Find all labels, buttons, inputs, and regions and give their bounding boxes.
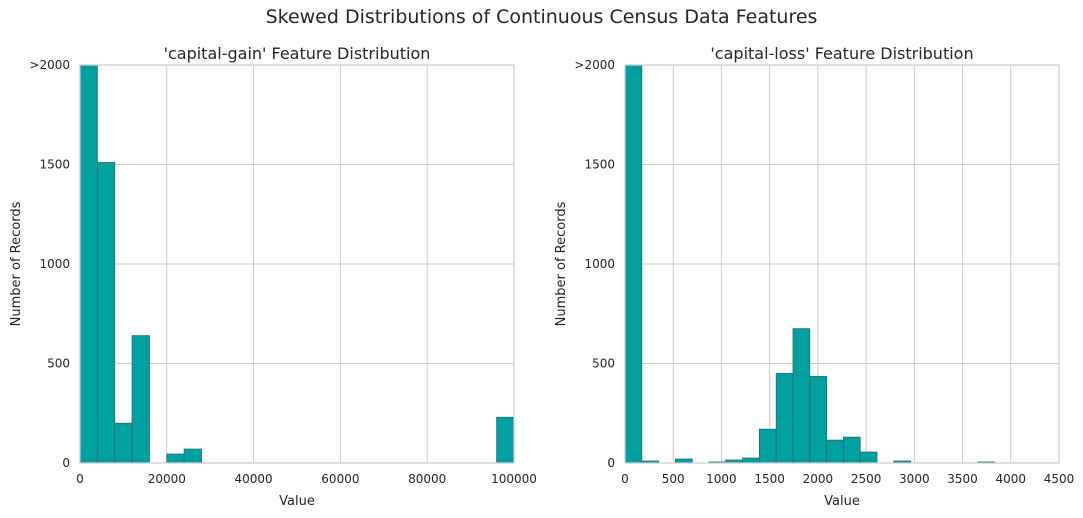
y-tick-label: 0 xyxy=(607,456,615,470)
chart-title: 'capital-loss' Feature Distribution xyxy=(710,44,973,63)
chart-capital-loss: 'capital-loss' Feature Distribution 0 500… xyxy=(554,44,1074,509)
histogram-bar xyxy=(859,451,878,464)
grid xyxy=(624,64,1060,464)
histogram-bar xyxy=(624,64,643,464)
histogram-bar xyxy=(496,416,515,464)
x-tick-label: 100000 xyxy=(491,472,537,486)
x-tick-label: 20000 xyxy=(148,472,186,486)
y-tick-label: 1000 xyxy=(39,257,70,271)
y-axis-label: Number of Records xyxy=(554,201,569,326)
x-tick-label: 4000 xyxy=(996,472,1027,486)
histogram-bar xyxy=(759,428,777,464)
x-axis-label: Value xyxy=(279,494,315,509)
x-tick-label: 1500 xyxy=(754,472,785,486)
histogram-bar xyxy=(79,64,98,464)
x-tick-label: 80000 xyxy=(408,472,446,486)
chart-capital-gain: 'capital-gain' Feature Distribution 0 500… xyxy=(9,44,537,509)
x-tick-label: 3500 xyxy=(947,472,978,486)
y-tick-label: 1000 xyxy=(584,257,615,271)
bars xyxy=(79,64,515,464)
x-tick-label: 1000 xyxy=(706,472,737,486)
x-tick-label: 0 xyxy=(76,472,84,486)
figure-title: Skewed Distributions of Continuous Censu… xyxy=(265,6,818,28)
histogram-bar xyxy=(826,439,844,464)
x-tick-label: 4500 xyxy=(1044,472,1075,486)
x-axis-label: Value xyxy=(824,494,860,509)
y-tick-label: 0 xyxy=(62,456,70,470)
x-ticks: 0 500 1000 1500 2000 2500 3000 3500 4000 4500 xyxy=(621,472,1074,486)
y-tick-label: 500 xyxy=(592,357,615,371)
plot-frame xyxy=(624,64,1060,464)
histogram-bar xyxy=(183,448,202,464)
histogram-bar xyxy=(792,328,811,464)
histogram-bar xyxy=(775,373,794,464)
histogram-bar xyxy=(809,376,828,464)
y-tick-label: 1500 xyxy=(39,158,70,172)
x-tick-label: 500 xyxy=(662,472,685,486)
histogram-bar xyxy=(742,457,760,464)
histogram-bar xyxy=(166,453,185,464)
y-ticks: 0 500 1000 1500 >2000 xyxy=(574,58,615,470)
histogram-bar xyxy=(843,436,861,464)
histogram-bar xyxy=(131,335,150,464)
y-axis-label: Number of Records xyxy=(9,201,24,326)
plot-frame xyxy=(79,64,515,464)
y-ticks: 0 500 1000 1500 >2000 xyxy=(29,58,70,470)
y-tick-label: >2000 xyxy=(29,58,70,72)
x-tick-label: 2500 xyxy=(851,472,882,486)
x-tick-label: 60000 xyxy=(321,472,359,486)
histogram-bar xyxy=(96,162,116,464)
x-tick-label: 0 xyxy=(621,472,629,486)
x-tick-label: 3000 xyxy=(899,472,930,486)
chart-title: 'capital-gain' Feature Distribution xyxy=(164,44,431,63)
y-tick-label: 500 xyxy=(47,357,70,371)
histogram-bar xyxy=(114,422,133,464)
y-tick-label: >2000 xyxy=(574,58,615,72)
x-tick-label: 2000 xyxy=(803,472,834,486)
y-tick-label: 1500 xyxy=(584,158,615,172)
x-tick-label: 40000 xyxy=(235,472,273,486)
x-ticks: 0 20000 40000 60000 80000 100000 xyxy=(76,472,537,486)
